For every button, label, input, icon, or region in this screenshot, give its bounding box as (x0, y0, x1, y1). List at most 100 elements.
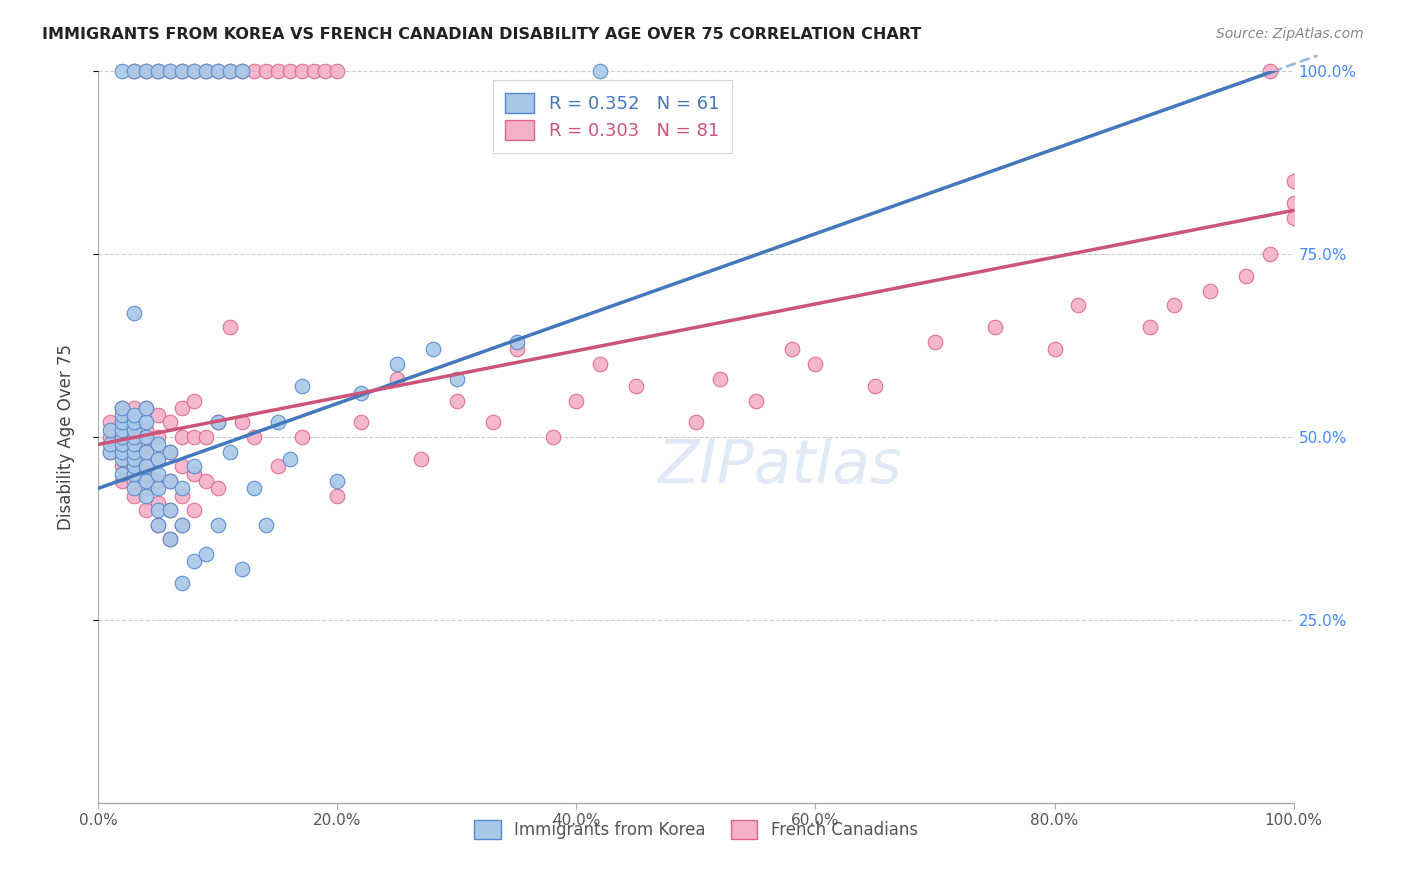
Point (924, 334, 946, 349)
Point (135, 416, 157, 430)
Point (148, 467, 170, 481)
Point (111, 430, 134, 444)
Legend: Immigrants from Korea, French Canadians: Immigrants from Korea, French Canadians (467, 814, 925, 846)
Point (446, 393, 468, 408)
Point (98, 430, 122, 444)
Point (411, 452, 433, 467)
Point (135, 503, 157, 517)
Point (135, 423, 157, 437)
Point (111, 430, 134, 444)
Point (159, 474, 181, 488)
Point (159, 533, 181, 547)
Point (183, 430, 205, 444)
Point (124, 423, 146, 437)
Point (159, 444, 181, 458)
Point (291, 430, 314, 444)
Point (148, 64, 170, 78)
Point (135, 64, 157, 78)
Point (159, 64, 181, 78)
Point (124, 64, 146, 78)
Point (148, 437, 170, 451)
Point (183, 503, 205, 517)
Point (267, 64, 290, 78)
Point (124, 437, 146, 451)
Point (219, 320, 242, 334)
Point (148, 430, 170, 444)
Point (172, 576, 194, 591)
Point (589, 357, 612, 371)
Point (385, 371, 409, 385)
Point (195, 64, 218, 78)
Point (159, 416, 181, 430)
Point (135, 430, 157, 444)
Point (1282, 196, 1305, 211)
Point (135, 64, 157, 78)
Point (541, 430, 564, 444)
Point (219, 64, 242, 78)
Point (1258, 64, 1281, 78)
Point (135, 489, 157, 503)
Point (481, 416, 505, 430)
Point (98, 444, 122, 458)
Point (111, 408, 134, 422)
Point (183, 459, 205, 474)
Point (315, 64, 337, 78)
Point (231, 64, 253, 78)
Point (148, 496, 170, 510)
Point (183, 64, 205, 78)
Point (350, 416, 373, 430)
Y-axis label: Disability Age Over 75: Disability Age Over 75 (56, 344, 75, 530)
Point (148, 481, 170, 495)
Point (1199, 284, 1222, 298)
Point (231, 64, 253, 78)
Point (195, 430, 218, 444)
Point (111, 64, 134, 78)
Point (98, 437, 122, 451)
Point (135, 437, 157, 451)
Point (135, 459, 157, 474)
Point (780, 343, 803, 357)
Point (207, 64, 229, 78)
Point (267, 459, 290, 474)
Point (183, 393, 205, 408)
Point (124, 64, 146, 78)
Point (231, 416, 253, 430)
Point (219, 64, 242, 78)
Point (183, 554, 205, 568)
Point (135, 444, 157, 458)
Point (626, 379, 648, 393)
Point (148, 64, 170, 78)
Point (124, 444, 146, 458)
Point (243, 481, 266, 495)
Point (159, 503, 181, 517)
Text: IMMIGRANTS FROM KOREA VS FRENCH CANADIAN DISABILITY AGE OVER 75 CORRELATION CHAR: IMMIGRANTS FROM KOREA VS FRENCH CANADIAN… (42, 27, 921, 42)
Point (207, 64, 229, 78)
Point (326, 64, 349, 78)
Point (291, 379, 314, 393)
Point (98, 423, 122, 437)
Point (219, 444, 242, 458)
Point (172, 430, 194, 444)
Point (195, 474, 218, 488)
Point (124, 474, 146, 488)
Point (183, 467, 205, 481)
Point (804, 357, 827, 371)
Point (1234, 269, 1257, 284)
Point (278, 64, 301, 78)
Point (148, 503, 170, 517)
Point (111, 437, 134, 451)
Point (207, 517, 229, 532)
Point (1139, 320, 1161, 334)
Point (111, 401, 134, 415)
Point (183, 64, 205, 78)
Point (565, 393, 588, 408)
Point (172, 481, 194, 495)
Point (111, 452, 134, 467)
Point (124, 416, 146, 430)
Point (302, 64, 325, 78)
Point (159, 503, 181, 517)
Point (195, 64, 218, 78)
Point (124, 452, 146, 467)
Point (1282, 211, 1305, 225)
Point (111, 416, 134, 430)
